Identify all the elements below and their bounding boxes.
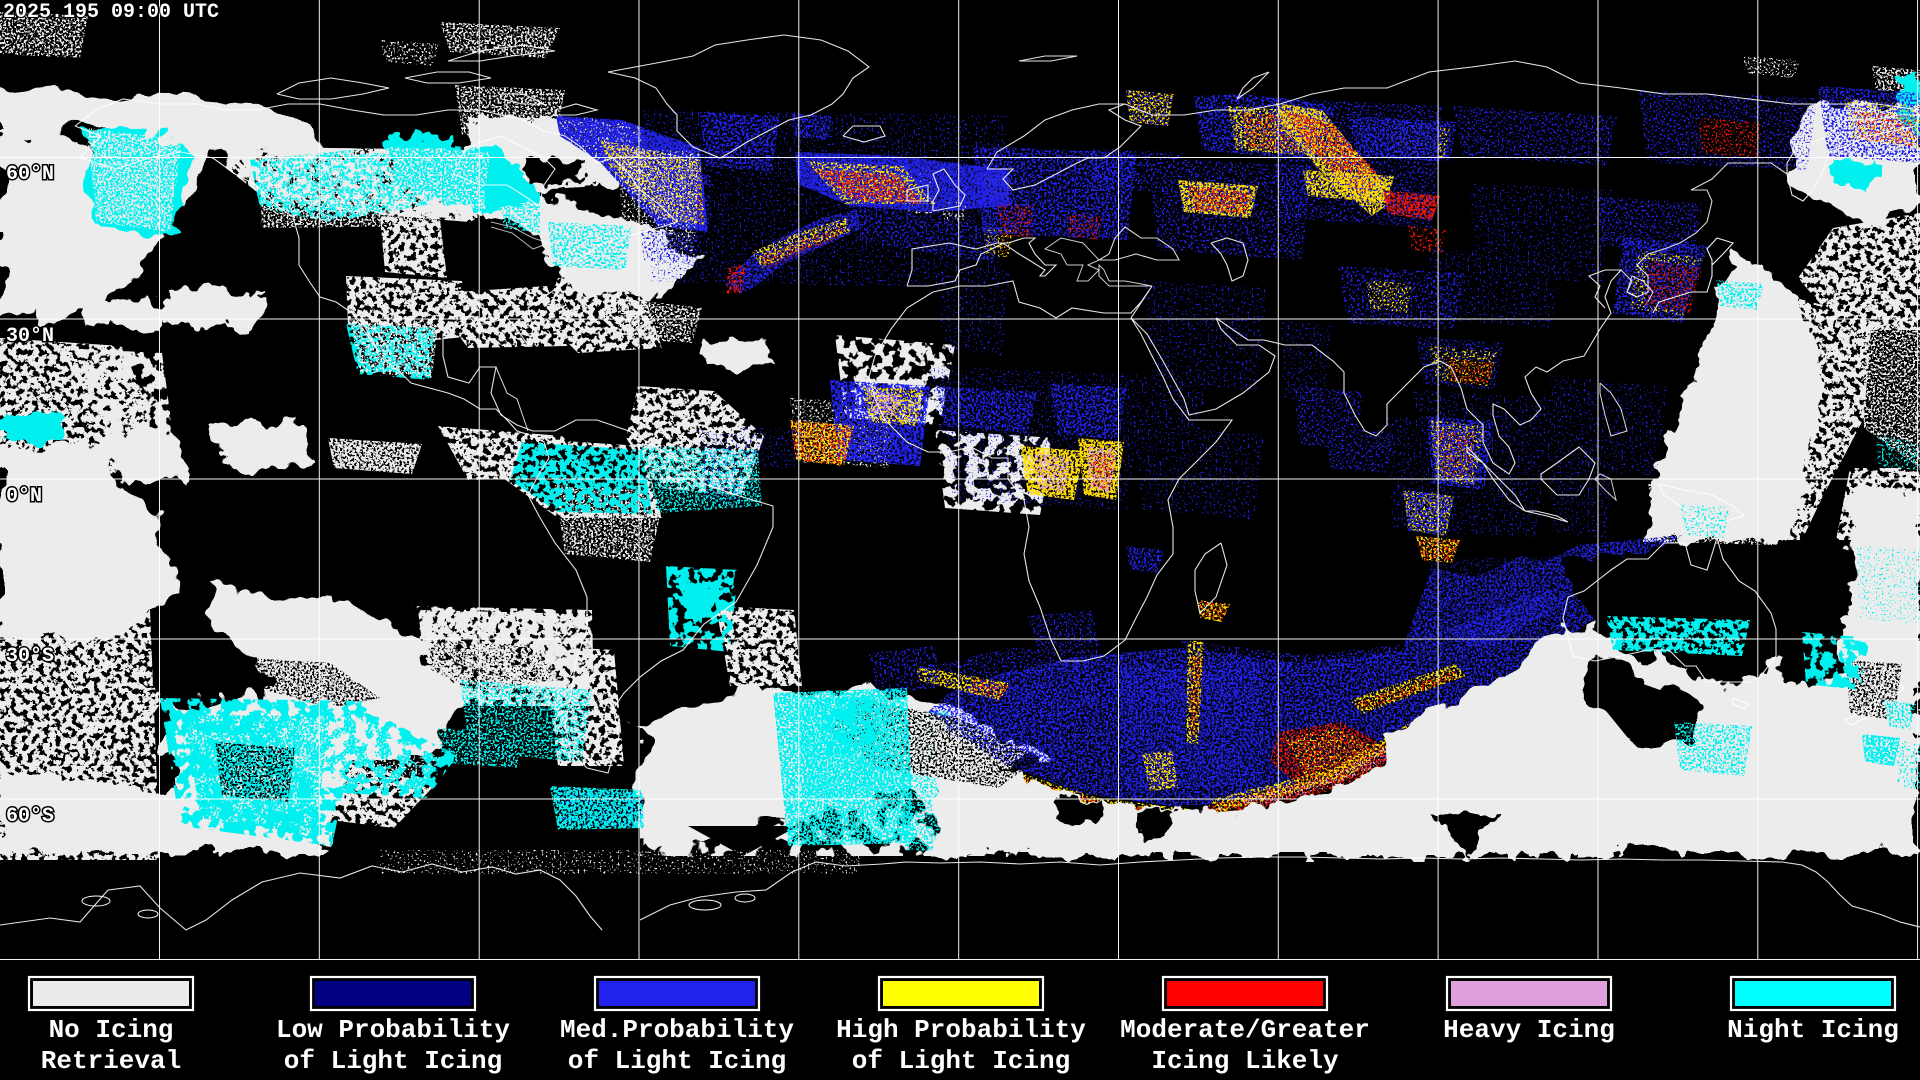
svg-text:Moderate/Greater: Moderate/Greater — [1120, 1015, 1370, 1045]
svg-text:High Probability: High Probability — [836, 1015, 1086, 1045]
svg-text:30°N: 30°N — [6, 325, 54, 348]
svg-text:Heavy Icing: Heavy Icing — [1443, 1015, 1615, 1045]
svg-text:Low Probability: Low Probability — [276, 1015, 510, 1045]
svg-text:60°N: 60°N — [6, 163, 54, 186]
svg-text:Night Icing: Night Icing — [1727, 1015, 1899, 1045]
svg-text:Icing Likely: Icing Likely — [1151, 1046, 1339, 1076]
svg-text:0°N: 0°N — [6, 485, 42, 508]
svg-text:60°S: 60°S — [6, 805, 54, 828]
svg-text:of Light Icing: of Light Icing — [852, 1046, 1070, 1076]
svg-text:Retrieval: Retrieval — [41, 1046, 181, 1076]
svg-text:30°S: 30°S — [6, 645, 54, 668]
svg-text:of Light Icing: of Light Icing — [284, 1046, 502, 1076]
svg-text:Med.Probability: Med.Probability — [560, 1015, 794, 1045]
svg-text:of Light Icing: of Light Icing — [568, 1046, 786, 1076]
svg-text:No Icing: No Icing — [49, 1015, 174, 1045]
svg-text:2025.195 09:00 UTC: 2025.195 09:00 UTC — [3, 1, 219, 24]
